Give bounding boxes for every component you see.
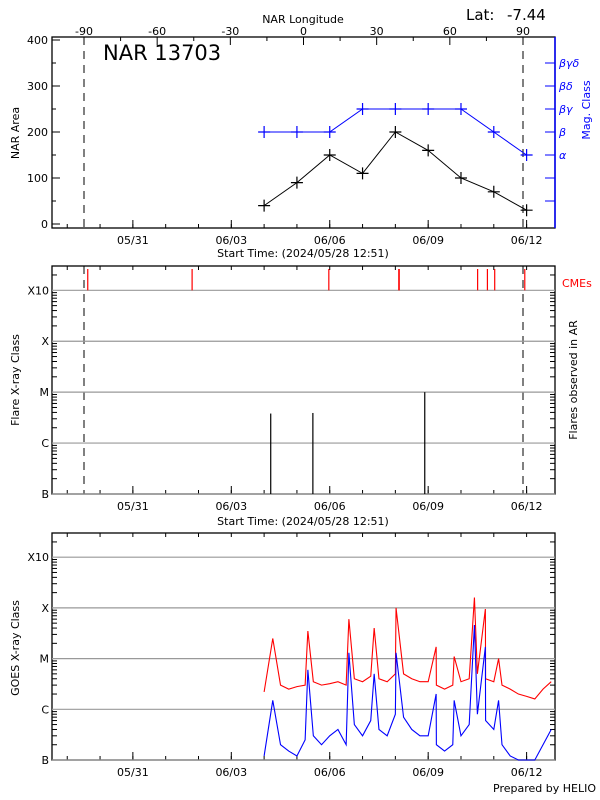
lon-tick-label: 90 [516, 25, 530, 38]
area-line [263, 131, 527, 211]
xlabel-panel2: Start Time: (2024/05/28 12:51) [217, 515, 389, 528]
x-tick-label: 05/31 [117, 766, 149, 779]
area-point [356, 167, 369, 180]
flare-ylabel: Flare X-ray Class [9, 334, 22, 426]
goes-short-line [263, 624, 552, 761]
goes-long-line [263, 597, 552, 700]
mag-class-point [356, 103, 369, 115]
x-tick-label: 06/03 [215, 766, 247, 779]
y-tick-label: 200 [27, 126, 48, 139]
lon-tick-label: 30 [370, 25, 384, 38]
class-tick-label: X [41, 602, 49, 615]
mag-class-tick-label: α [559, 149, 567, 162]
y-tick-label: 400 [27, 34, 48, 47]
class-tick-label: X [41, 335, 49, 348]
area-point [290, 176, 303, 189]
class-tick-label: X10 [27, 551, 49, 564]
class-tick-label: X10 [27, 284, 49, 297]
mag-class-tick-label: βγ [558, 103, 573, 116]
mag-class-point [389, 103, 402, 115]
x-tick-label: 06/09 [412, 234, 444, 247]
cme-label: CMEs [562, 277, 592, 290]
lon-tick-label: 0 [300, 25, 307, 38]
area-point [487, 185, 500, 198]
x-tick-label: 06/12 [511, 766, 543, 779]
mag-class-tick-label: βδ [558, 80, 573, 93]
lon-tick-label: -30 [221, 25, 239, 38]
mag-class-point [422, 103, 435, 115]
x-tick-label: 06/06 [314, 234, 346, 247]
class-tick-label: M [40, 653, 50, 666]
goes-ylabel: GOES X-ray Class [9, 600, 22, 696]
mag-class-point [258, 126, 271, 138]
lon-tick-label: -60 [148, 25, 166, 38]
class-tick-label: B [41, 754, 49, 767]
flares-observed-label: Flares observed in AR [567, 320, 580, 440]
x-tick-label: 06/03 [215, 234, 247, 247]
xlabel-panel1: Start Time: (2024/05/28 12:51) [217, 247, 389, 260]
panel-2-frame [51, 265, 556, 495]
top-axis-label: NAR Longitude [262, 13, 344, 26]
class-tick-label: B [41, 488, 49, 501]
y-tick-label: 0 [41, 218, 48, 231]
class-tick-label: C [41, 437, 49, 450]
area-point [520, 204, 533, 217]
area-point [422, 144, 435, 157]
mag-class-tick-label: βγδ [558, 57, 580, 70]
mag-class-point [290, 126, 303, 138]
mag-class-ylabel: Mag. Class [580, 80, 593, 139]
mag-class-tick-label: β [558, 126, 566, 139]
x-tick-label: 06/09 [412, 500, 444, 513]
y-tick-label: 300 [27, 80, 48, 93]
lon-tick-label: 60 [443, 25, 457, 38]
area-point [323, 149, 336, 161]
x-tick-label: 06/12 [511, 234, 543, 247]
class-tick-label: C [41, 703, 49, 716]
area-point [454, 172, 467, 184]
area-point [258, 199, 271, 212]
x-tick-label: 06/06 [314, 766, 346, 779]
y-tick-label: 100 [27, 172, 48, 185]
panel-title: NAR 13703 [103, 41, 221, 65]
class-tick-label: M [40, 386, 50, 399]
area-ylabel: NAR Area [9, 107, 22, 159]
x-tick-label: 05/31 [117, 234, 149, 247]
footer-credit: Prepared by HELIO [493, 782, 596, 795]
mag-class-point [454, 103, 467, 115]
mag-class-point [487, 126, 500, 138]
x-tick-label: 06/03 [215, 500, 247, 513]
lat-label: Lat: [466, 6, 494, 24]
x-tick-label: 06/12 [511, 500, 543, 513]
x-tick-label: 05/31 [117, 500, 149, 513]
x-tick-label: 06/06 [314, 500, 346, 513]
mag-class-point [520, 149, 533, 161]
x-tick-label: 06/09 [412, 766, 444, 779]
area-point [389, 126, 402, 138]
mag-class-point [323, 126, 336, 138]
lat-value: -7.44 [507, 6, 546, 24]
panel-3-frame [51, 532, 556, 761]
lon-tick-label: -90 [75, 25, 93, 38]
